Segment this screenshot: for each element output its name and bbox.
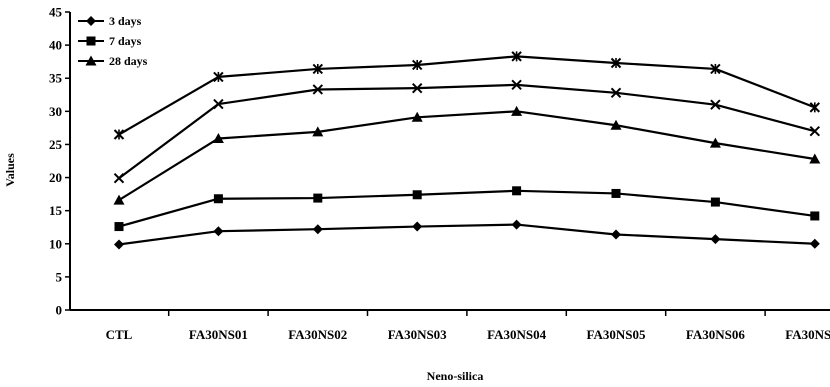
data-point-square: [710, 197, 720, 207]
y-tick-label: 25: [49, 137, 63, 152]
y-tick-label: 10: [49, 236, 62, 251]
x-tick-label: CTL: [106, 327, 133, 342]
series-line: [118, 83, 816, 180]
data-point-triangle: [85, 55, 97, 66]
data-point-x: [610, 87, 622, 98]
data-point-x: [710, 99, 721, 110]
x-tick-label: FA30NS02: [288, 327, 347, 342]
y-tick-label: 0: [56, 303, 63, 318]
series-1: [114, 219, 820, 250]
chart-ticks: 0 5 10 15 20 25 30 35 40 45 CTL FA30NS01 FA30NS02 FA3…: [49, 5, 830, 343]
data-point-asterisk: [610, 57, 622, 69]
y-tick-label: 30: [49, 104, 62, 119]
series-line: [118, 189, 815, 228]
series-4: [113, 79, 821, 184]
data-point-asterisk: [312, 63, 324, 75]
data-point-square: [810, 211, 820, 221]
data-point-triangle: [809, 153, 821, 164]
data-point-x: [411, 82, 423, 94]
data-point-asterisk: [710, 63, 721, 75]
legend-item: 3 days: [78, 14, 142, 28]
data-point-triangle: [113, 194, 125, 205]
y-axis-title: Values: [3, 153, 17, 187]
data-point-triangle: [511, 105, 523, 116]
data-point-asterisk: [809, 102, 821, 113]
legend-label: 3 days: [109, 14, 142, 28]
data-point-asterisk: [511, 51, 522, 62]
data-point-triangle: [212, 132, 224, 143]
series-line: [118, 55, 816, 136]
data-point-square: [412, 190, 422, 200]
x-tick-label: FA30NS07: [785, 327, 830, 342]
data-point-diamond: [611, 229, 621, 240]
data-point-diamond: [114, 239, 124, 250]
y-tick-label: 45: [49, 5, 63, 20]
chart-legend: 3 days 7 days 28 days: [78, 14, 148, 68]
data-point-diamond: [710, 234, 721, 245]
legend-item: 28 days: [78, 54, 148, 68]
series-line: [118, 110, 815, 202]
data-point-square: [611, 188, 621, 198]
y-tick-label: 40: [49, 38, 62, 53]
x-tick-label: FA30NS05: [587, 327, 646, 342]
series-3: [113, 105, 821, 205]
chart-series: [113, 51, 821, 250]
legend-label: 7 days: [109, 34, 142, 48]
data-point-x: [113, 173, 125, 184]
data-point-diamond: [312, 224, 323, 235]
data-point-square: [512, 186, 522, 196]
x-tick-label: FA30NS04: [487, 327, 546, 342]
series-2: [114, 186, 820, 232]
data-point-diamond: [809, 238, 820, 249]
legend-item: 7 days: [78, 34, 142, 48]
data-point-x: [511, 79, 522, 91]
legend-label: 28 days: [109, 54, 148, 68]
series-line: [118, 223, 815, 246]
data-point-x: [213, 98, 224, 110]
data-point-triangle: [312, 126, 324, 137]
y-tick-label: 5: [56, 269, 63, 284]
data-point-triangle: [610, 119, 622, 130]
data-point-asterisk: [213, 71, 224, 83]
data-point-asterisk: [113, 129, 125, 140]
data-point-square: [213, 194, 223, 204]
data-point-diamond: [511, 219, 522, 230]
data-point-diamond: [412, 221, 423, 232]
x-tick-label: FA30NS06: [686, 327, 745, 342]
data-point-square: [313, 193, 323, 203]
y-tick-label: 20: [49, 170, 62, 185]
data-point-triangle: [411, 111, 423, 122]
y-tick-label: 35: [49, 71, 63, 86]
y-tick-label: 15: [49, 203, 63, 218]
data-point-x: [809, 125, 821, 137]
x-axis-title: Neno-silica: [427, 369, 484, 383]
x-tick-label: FA30NS01: [189, 327, 248, 342]
series-5: [113, 51, 821, 140]
data-point-diamond: [86, 16, 96, 26]
x-tick-label: FA30NS03: [388, 327, 447, 342]
data-point-triangle: [709, 137, 721, 148]
data-point-x: [312, 84, 324, 95]
data-point-asterisk: [411, 59, 423, 71]
data-point-square: [86, 36, 96, 46]
data-point-square: [114, 222, 124, 232]
chart-axes: [69, 12, 830, 311]
data-point-diamond: [213, 226, 224, 237]
